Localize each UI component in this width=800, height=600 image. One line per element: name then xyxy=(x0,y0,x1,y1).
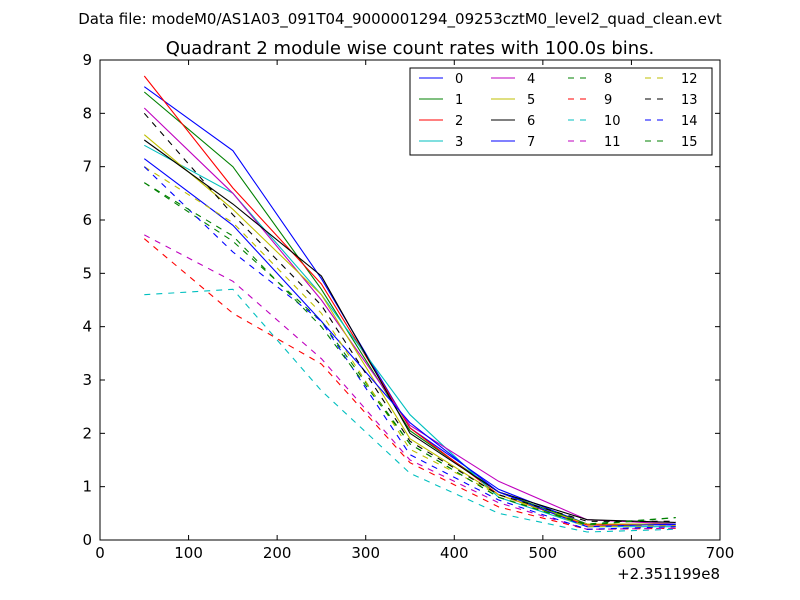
series-line-11 xyxy=(144,234,676,530)
legend-label-14: 14 xyxy=(681,114,698,129)
legend-label-0: 0 xyxy=(455,72,463,87)
y-tick-label: 5 xyxy=(82,264,92,282)
series-line-4 xyxy=(143,107,676,525)
x-tick-label: 500 xyxy=(529,544,558,562)
data-file-suptitle: Data file: modeM0/AS1A03_091T04_90000012… xyxy=(78,10,722,29)
legend-label-15: 15 xyxy=(681,135,698,150)
legend-label-3: 3 xyxy=(455,135,463,150)
y-tick-label: 7 xyxy=(82,158,92,176)
x-tick-label: 0 xyxy=(95,544,105,562)
y-tick-label: 9 xyxy=(82,51,92,69)
legend-label-10: 10 xyxy=(604,114,621,129)
x-axis: 0 100 200 300 400 500 600 700 xyxy=(95,60,734,562)
legend-label-8: 8 xyxy=(604,72,612,87)
legend-label-12: 12 xyxy=(681,72,698,87)
y-tick-label: 4 xyxy=(82,318,92,336)
y-tick-label: 3 xyxy=(82,371,92,389)
y-tick-label: 0 xyxy=(82,531,92,549)
legend-label-6: 6 xyxy=(527,114,535,129)
x-tick-label: 200 xyxy=(263,544,292,562)
legend-label-4: 4 xyxy=(527,72,535,87)
series-line-13 xyxy=(143,112,676,522)
series-line-14 xyxy=(143,166,676,530)
x-tick-label: 700 xyxy=(706,544,735,562)
series-line-6 xyxy=(143,139,676,523)
x-tick-label: 600 xyxy=(617,544,646,562)
legend-label-1: 1 xyxy=(455,93,463,108)
y-tick-label: 1 xyxy=(82,478,92,496)
series-line-7 xyxy=(143,158,676,528)
series-line-15 xyxy=(144,182,676,526)
legend-label-13: 13 xyxy=(681,93,698,108)
legend-label-9: 9 xyxy=(604,93,612,108)
y-tick-label: 2 xyxy=(82,424,92,442)
x-axis-offset-label: +2.351199e8 xyxy=(617,565,720,583)
series-line-9 xyxy=(143,238,676,530)
x-tick-label: 400 xyxy=(440,544,469,562)
legend-label-11: 11 xyxy=(604,135,621,150)
y-tick-label: 8 xyxy=(82,104,92,122)
x-tick-label: 100 xyxy=(174,544,203,562)
legend-label-2: 2 xyxy=(455,114,463,129)
legend-label-5: 5 xyxy=(527,93,535,108)
series-line-5 xyxy=(143,134,676,525)
x-tick-label: 300 xyxy=(351,544,380,562)
chart-title: Quadrant 2 module wise count rates with … xyxy=(166,38,655,59)
series-line-8 xyxy=(143,182,676,525)
axes-frame xyxy=(99,59,721,541)
legend-label-7: 7 xyxy=(527,135,535,150)
series-line-10 xyxy=(144,288,676,533)
plot-area xyxy=(143,75,676,533)
series-line-2 xyxy=(143,75,676,526)
series-line-12 xyxy=(144,166,676,528)
y-tick-label: 6 xyxy=(82,211,92,229)
